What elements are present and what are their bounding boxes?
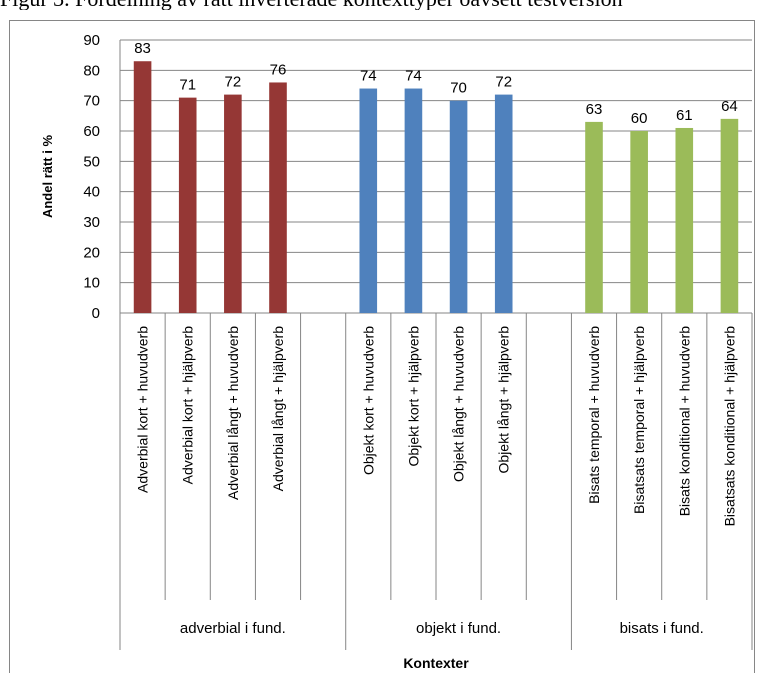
y-tick-label: 30 [83, 214, 100, 231]
category-label: Adverbial kort + huvudverb [135, 326, 151, 493]
y-tick-label: 90 [83, 32, 100, 49]
bar [494, 94, 513, 313]
y-tick-label: 50 [83, 153, 100, 170]
category-label: Objekt långt + huvudverb [451, 326, 467, 482]
data-label: 76 [270, 61, 287, 78]
bar [630, 131, 648, 313]
category-label: Bisats temporal + huvudverb [586, 326, 602, 504]
bar [449, 100, 468, 314]
bar [178, 97, 197, 313]
category-label: Adverbial kort + hjälpverb [180, 326, 196, 485]
y-axis-title: Andel rätt i % [40, 135, 55, 219]
figure-caption: Figur 3. Fördelning av rätt inverterade … [0, 0, 764, 10]
chart-frame [9, 20, 755, 673]
bar [224, 94, 242, 313]
bar [359, 88, 378, 314]
data-label: 64 [721, 98, 738, 115]
category-label: Bisatsats konditional + hjälpverb [721, 326, 737, 527]
data-label: 72 [225, 74, 242, 91]
y-tick-label: 60 [83, 123, 100, 140]
data-label: 71 [179, 77, 196, 94]
category-label: Objekt kort + huvudverb [360, 326, 376, 475]
group-label: bisats i fund. [620, 620, 704, 637]
bar [269, 82, 287, 313]
y-tick-label: 80 [83, 62, 100, 79]
y-tick-label: 40 [83, 184, 100, 201]
data-label: 63 [586, 101, 603, 118]
data-label: 60 [631, 110, 648, 127]
group-label: objekt i fund. [416, 620, 501, 637]
bar [585, 121, 603, 314]
category-label: Objekt långt + hjälpverb [496, 326, 512, 474]
y-tick-label: 20 [83, 244, 100, 261]
category-label: Adverbial långt + huvudverb [225, 326, 241, 500]
bar [720, 118, 739, 313]
data-label: 70 [450, 80, 467, 97]
category-label: Bisats konditional + huvudverb [676, 326, 692, 516]
category-label: Adverbial långt + hjälpverb [270, 326, 286, 492]
data-label: 74 [405, 68, 422, 85]
data-label: 72 [495, 74, 512, 91]
bar [133, 61, 152, 313]
category-label: Objekt kort + hjälpverb [405, 326, 421, 467]
data-label: 61 [676, 107, 693, 124]
y-tick-label: 10 [83, 275, 100, 292]
data-label: 74 [360, 68, 377, 85]
group-label: adverbial i fund. [180, 620, 286, 637]
x-axis-title: Kontexter [403, 655, 469, 671]
data-label: 83 [134, 40, 151, 57]
y-tick-label: 0 [92, 305, 100, 322]
y-tick-label: 70 [83, 93, 100, 110]
bar [675, 127, 694, 313]
bar [404, 88, 423, 314]
category-label: Bisatsats temporal + hjälpverb [631, 326, 647, 514]
